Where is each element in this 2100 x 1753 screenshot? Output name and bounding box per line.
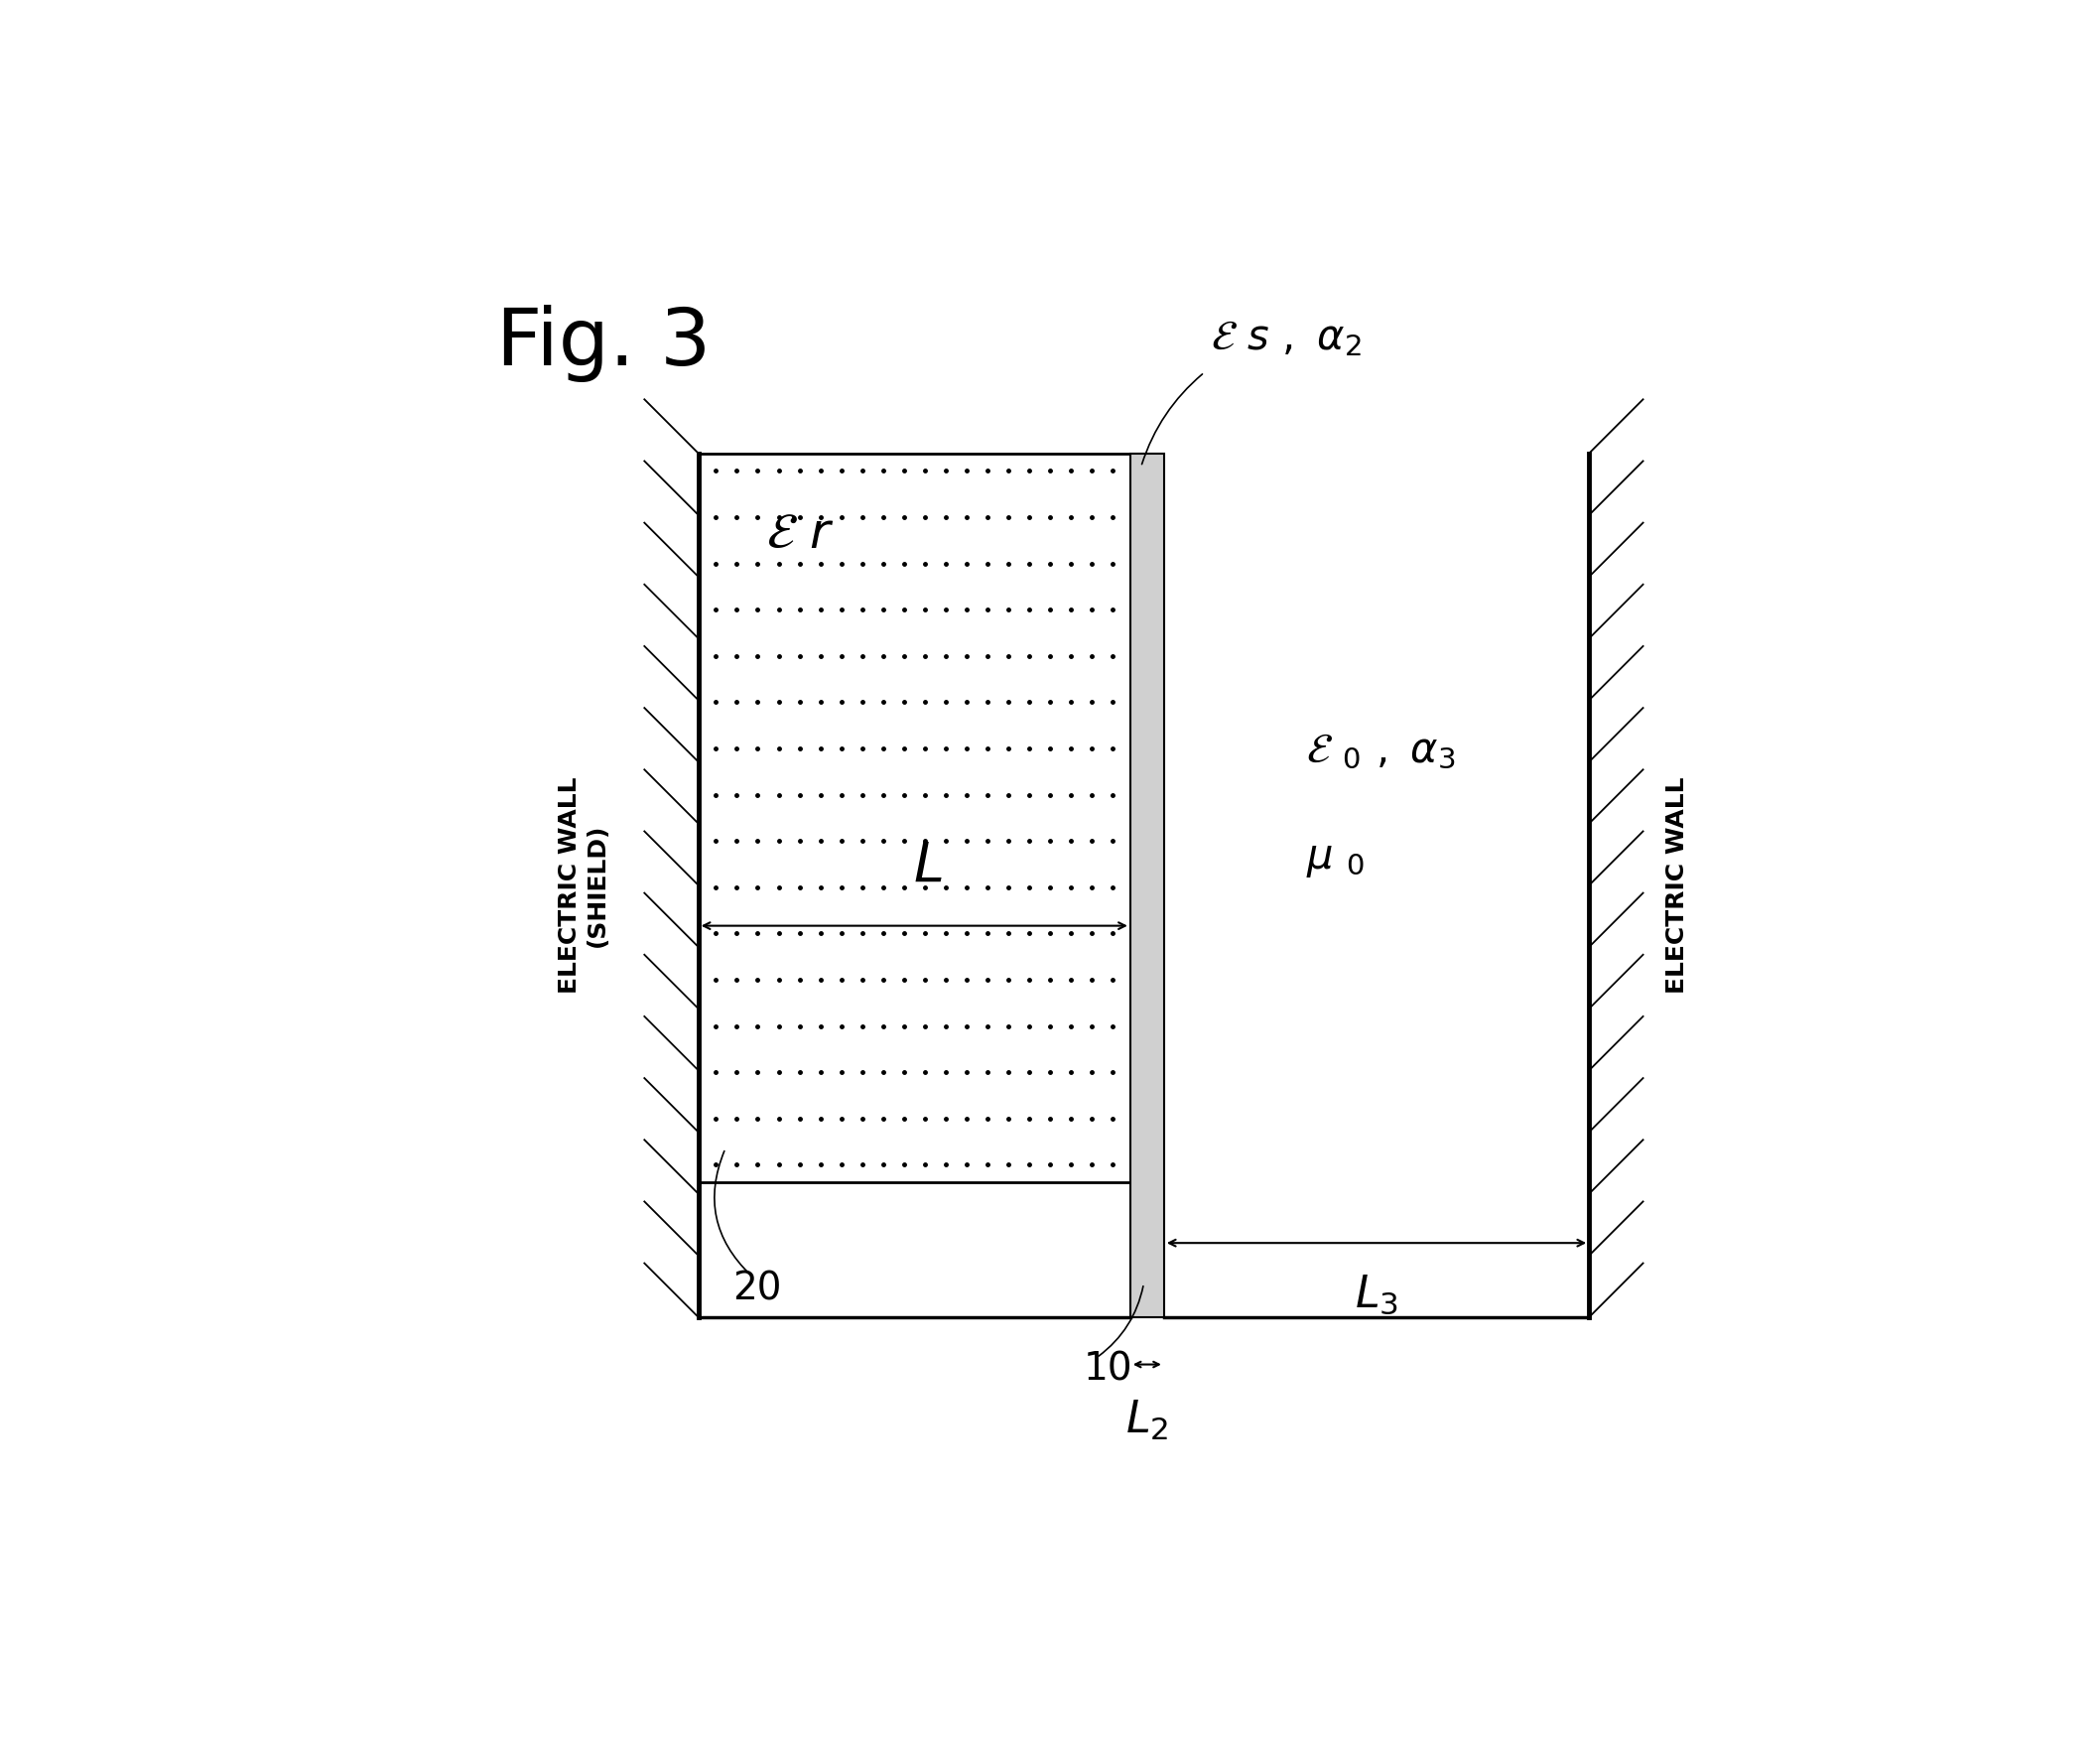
Text: $L_3$: $L_3$ [1354, 1273, 1399, 1317]
Bar [699, 454, 1130, 1182]
Text: ELECTRIC WALL
(SHIELD): ELECTRIC WALL (SHIELD) [559, 777, 609, 994]
Text: Fig. 3: Fig. 3 [496, 305, 710, 382]
Text: 20: 20 [733, 1269, 781, 1308]
Text: $\mu\ _0$: $\mu\ _0$ [1306, 838, 1365, 878]
Text: ELECTRIC WALL: ELECTRIC WALL [1665, 777, 1688, 994]
Text: $\mathcal{E}\ s\ ,\ \alpha_2$: $\mathcal{E}\ s\ ,\ \alpha_2$ [1212, 317, 1361, 359]
Text: $L$: $L$ [914, 840, 943, 892]
Text: $L_2$: $L_2$ [1126, 1399, 1168, 1443]
Text: 10: 10 [1084, 1352, 1132, 1388]
Text: $\mathcal{E}\ _0\ ,\ \alpha_3$: $\mathcal{E}\ _0\ ,\ \alpha_3$ [1306, 729, 1455, 771]
Text: $\mathcal{E}\ r$: $\mathcal{E}\ r$ [767, 510, 834, 557]
Bar [1130, 454, 1163, 1317]
